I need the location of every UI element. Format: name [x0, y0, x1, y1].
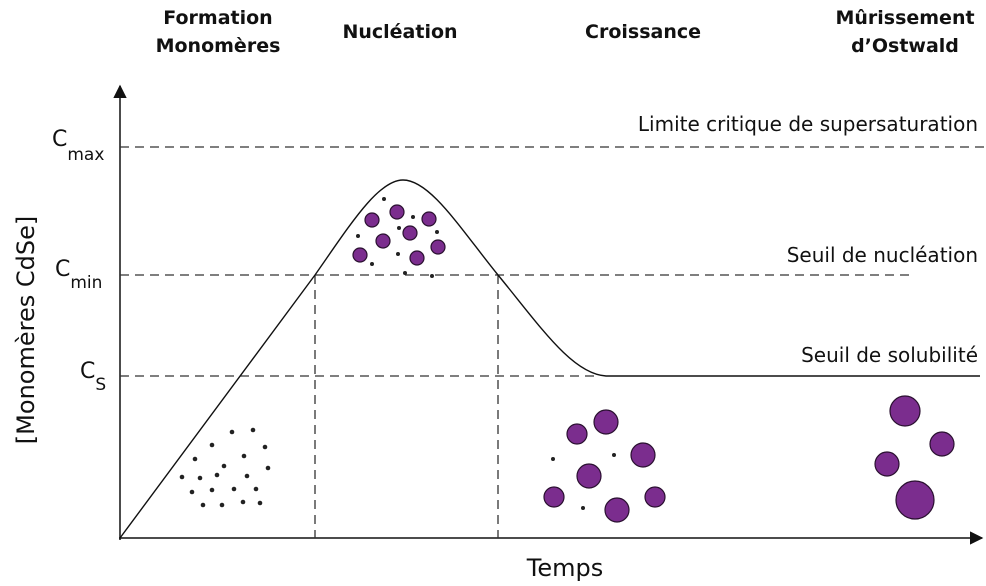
y-axis-label: [Monomères CdSe]	[12, 216, 40, 444]
level-tick: Cmin	[55, 257, 102, 293]
level-label: Seuil de solubilité	[801, 343, 978, 367]
monomers	[179, 427, 271, 508]
phase-title: Croissance	[585, 21, 701, 43]
nuclei	[352, 197, 446, 278]
concentration-curve	[119, 179, 980, 539]
level-tick: Cmax	[52, 127, 104, 165]
phase-title: Mûrissement	[835, 7, 974, 29]
phase-title: Formation	[163, 7, 272, 29]
level-label: Seuil de nucléation	[787, 243, 978, 267]
level-tick: CS	[80, 359, 106, 395]
tick-base: C	[80, 359, 95, 384]
phase-title: d’Ostwald	[851, 35, 959, 57]
level-label: Limite critique de supersaturation	[638, 112, 978, 136]
x-axis-label: Temps	[526, 554, 603, 582]
ripened-particles	[874, 395, 955, 520]
tick-sub: max	[67, 145, 104, 165]
phase-title: Nucléation	[342, 21, 457, 43]
growing-particles	[543, 409, 666, 523]
tick-base: C	[55, 257, 70, 282]
tick-sub: min	[70, 273, 102, 293]
tick-base: C	[52, 127, 67, 152]
tick-sub: S	[95, 375, 106, 395]
phase-title: Monomères	[156, 35, 281, 57]
